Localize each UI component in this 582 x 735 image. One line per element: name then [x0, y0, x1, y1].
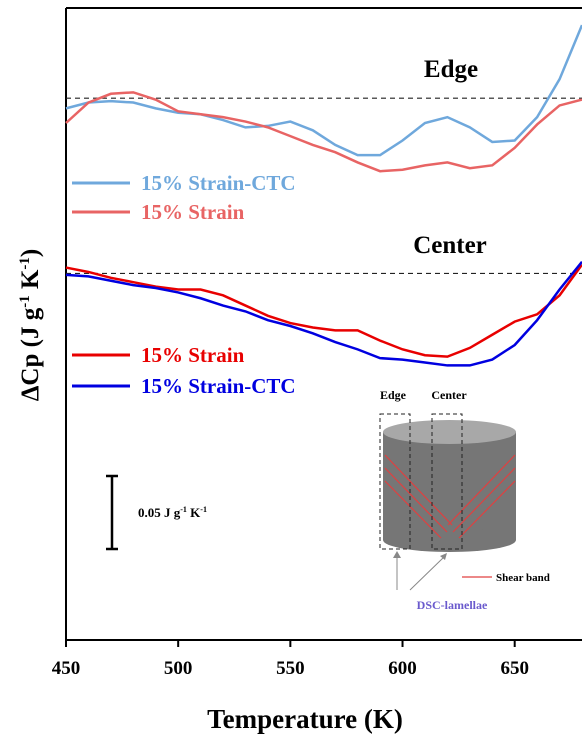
arrows [393, 551, 447, 591]
series-line [65, 260, 582, 367]
y-axis-title: ΔCp (J g-1 K-1) [17, 249, 44, 402]
inset-edge-label: Edge [380, 388, 407, 402]
shear-bands [384, 454, 516, 539]
scale-label-part: 0.05 J g [138, 505, 181, 520]
shear-band-label: Shear band [496, 572, 550, 584]
x-tick-label: 650 [500, 658, 529, 679]
legend-label: 15% Strain [141, 343, 245, 367]
x-tick-label: 500 [164, 658, 193, 679]
inset-diagram: Edge Center Shear band DSC-lamellae [379, 388, 550, 612]
series-line [65, 263, 582, 358]
y-title-sup: -1 [17, 257, 33, 270]
scale-label-sup: -1 [180, 505, 187, 514]
series-line [65, 24, 582, 157]
cylinder-bottom [383, 528, 516, 552]
scale-bar-label: 0.05 J g-1 K-1 [138, 505, 207, 520]
inset-center-label: Center [431, 388, 467, 402]
scale-label-part: K [187, 505, 201, 520]
y-title-part: ) [17, 249, 44, 257]
legend-label: 15% Strain-CTC [141, 171, 296, 195]
y-title-sup: -1 [17, 295, 33, 308]
annotation: Center [413, 232, 487, 259]
lamellae-label: DSC-lamellae [417, 598, 488, 612]
y-title-part: ΔCp (J g [17, 307, 44, 401]
legend-label: 15% Strain [141, 200, 245, 224]
x-tick-label: 550 [276, 658, 305, 679]
cylinder-top [383, 420, 516, 444]
scale-bar [106, 474, 118, 551]
center-box [431, 413, 463, 550]
x-tick-label: 450 [52, 658, 81, 679]
legend-label: 15% Strain-CTC [141, 374, 296, 398]
annotation: Edge [424, 56, 478, 83]
x-axis-title: Temperature (K) [207, 704, 403, 734]
scale-label-sup: -1 [200, 505, 207, 514]
x-tick-label: 600 [388, 658, 417, 679]
edge-box [379, 413, 411, 550]
series-line [65, 91, 582, 173]
y-title-part: K [17, 269, 44, 295]
